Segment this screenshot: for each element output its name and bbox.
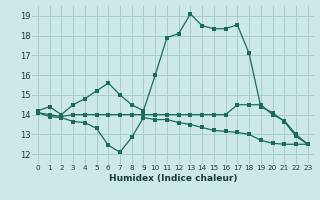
X-axis label: Humidex (Indice chaleur): Humidex (Indice chaleur) bbox=[108, 174, 237, 183]
